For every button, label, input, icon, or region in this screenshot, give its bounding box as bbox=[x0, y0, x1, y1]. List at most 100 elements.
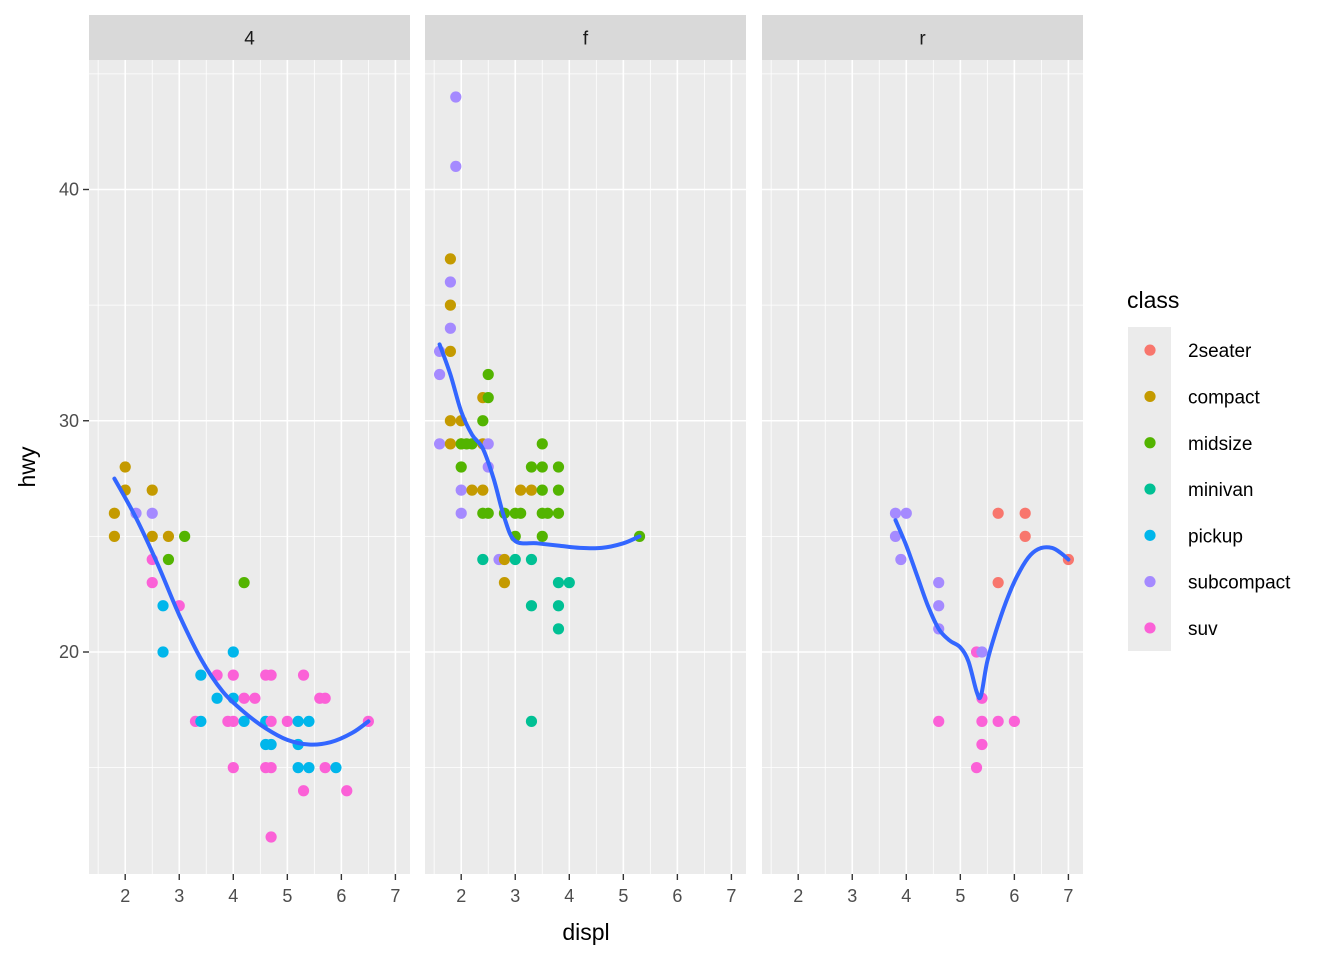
x-tick-label: 4 bbox=[901, 886, 911, 906]
data-point bbox=[525, 715, 538, 727]
facet-strip bbox=[89, 15, 410, 60]
legend-key-subcompact bbox=[1144, 576, 1156, 588]
data-point bbox=[108, 507, 120, 519]
data-point bbox=[536, 484, 548, 496]
x-tick-label: 4 bbox=[564, 886, 574, 906]
data-point bbox=[444, 299, 456, 311]
data-point bbox=[498, 553, 511, 566]
x-tick-label: 7 bbox=[390, 886, 400, 906]
legend: class 2seater compact midsize minivan pickup… bbox=[1127, 287, 1291, 651]
data-point bbox=[455, 484, 467, 496]
data-point bbox=[227, 715, 239, 727]
data-point bbox=[249, 692, 261, 704]
data-point bbox=[976, 715, 988, 727]
facet-strip-label: 4 bbox=[244, 29, 255, 50]
facet-panel-r: r 2 3 4 5 6 7 bbox=[762, 15, 1083, 906]
y-axis: 20 30 40 bbox=[59, 180, 89, 662]
legend-key-suv bbox=[1144, 622, 1156, 634]
facet-strip bbox=[425, 15, 746, 60]
data-point bbox=[525, 600, 538, 612]
data-point bbox=[536, 461, 548, 473]
data-point bbox=[552, 461, 565, 473]
legend-key-midsize bbox=[1144, 437, 1156, 449]
data-point bbox=[552, 507, 565, 519]
data-point bbox=[292, 762, 304, 774]
data-point bbox=[119, 461, 131, 473]
data-point bbox=[433, 438, 446, 450]
data-point bbox=[227, 669, 239, 681]
smooth-line bbox=[112, 476, 371, 747]
facet-panels: 4 2 3 4 5 6 7 f 2 3 4 5 6 7 r 2 3 4 5 6 7 bbox=[89, 15, 1083, 906]
legend-label: 2seater bbox=[1188, 341, 1252, 362]
x-tick-label: 5 bbox=[618, 886, 628, 906]
data-points bbox=[108, 461, 374, 843]
data-point bbox=[992, 577, 1004, 589]
legend-key-pickup bbox=[1144, 529, 1156, 541]
data-point bbox=[976, 646, 988, 658]
data-point bbox=[477, 553, 489, 566]
data-point bbox=[933, 577, 945, 589]
data-point bbox=[515, 507, 527, 519]
data-point bbox=[227, 646, 239, 658]
data-point bbox=[433, 368, 446, 381]
data-point bbox=[303, 762, 315, 774]
data-point bbox=[542, 507, 554, 519]
data-point bbox=[157, 600, 169, 612]
data-point bbox=[466, 484, 478, 496]
x-tick-label: 3 bbox=[847, 886, 857, 906]
data-point bbox=[330, 762, 342, 774]
legend-title: class bbox=[1127, 287, 1179, 313]
facet-panel-f: f 2 3 4 5 6 7 bbox=[425, 15, 746, 906]
data-point bbox=[933, 600, 945, 612]
x-tick-label: 7 bbox=[1063, 886, 1073, 906]
x-tick-label: 3 bbox=[510, 886, 520, 906]
data-point bbox=[552, 623, 565, 635]
x-tick-label: 5 bbox=[282, 886, 292, 906]
data-point bbox=[450, 160, 462, 172]
data-point bbox=[179, 530, 191, 542]
data-point bbox=[444, 415, 456, 427]
facet-strip-label: f bbox=[583, 29, 589, 50]
legend-key-minivan bbox=[1144, 483, 1156, 495]
data-point bbox=[319, 692, 331, 704]
data-point bbox=[970, 762, 983, 774]
data-point bbox=[900, 507, 912, 519]
data-point bbox=[1008, 715, 1020, 727]
data-point bbox=[552, 484, 565, 496]
data-point bbox=[444, 438, 456, 450]
legend-label: minivan bbox=[1188, 480, 1253, 501]
data-point bbox=[992, 507, 1004, 519]
data-point bbox=[895, 553, 907, 566]
data-point bbox=[525, 553, 538, 566]
data-point bbox=[477, 415, 489, 427]
panel-background bbox=[89, 60, 410, 874]
x-tick-label: 5 bbox=[955, 886, 965, 906]
panel-background bbox=[425, 60, 746, 874]
data-point bbox=[238, 715, 250, 727]
data-point bbox=[157, 646, 169, 658]
x-axis-title: displ bbox=[562, 919, 609, 945]
data-point bbox=[195, 669, 207, 681]
data-point bbox=[162, 530, 175, 542]
data-point bbox=[146, 484, 158, 496]
x-tick-label: 2 bbox=[793, 886, 803, 906]
data-point bbox=[341, 785, 353, 797]
legend-key-compact bbox=[1144, 390, 1156, 403]
data-point bbox=[509, 553, 521, 566]
facet-strip-label: r bbox=[919, 29, 926, 50]
data-point bbox=[536, 438, 548, 450]
data-point bbox=[265, 669, 277, 681]
data-point bbox=[450, 91, 462, 103]
data-point bbox=[563, 577, 575, 589]
data-point bbox=[297, 785, 310, 797]
data-point bbox=[238, 577, 250, 589]
legend-label: compact bbox=[1188, 387, 1261, 408]
data-point bbox=[552, 577, 565, 589]
data-point bbox=[889, 530, 902, 542]
data-point bbox=[992, 715, 1004, 727]
data-point bbox=[146, 577, 158, 589]
data-point bbox=[1019, 507, 1031, 519]
y-tick-label: 40 bbox=[59, 180, 79, 200]
data-point bbox=[482, 392, 494, 404]
